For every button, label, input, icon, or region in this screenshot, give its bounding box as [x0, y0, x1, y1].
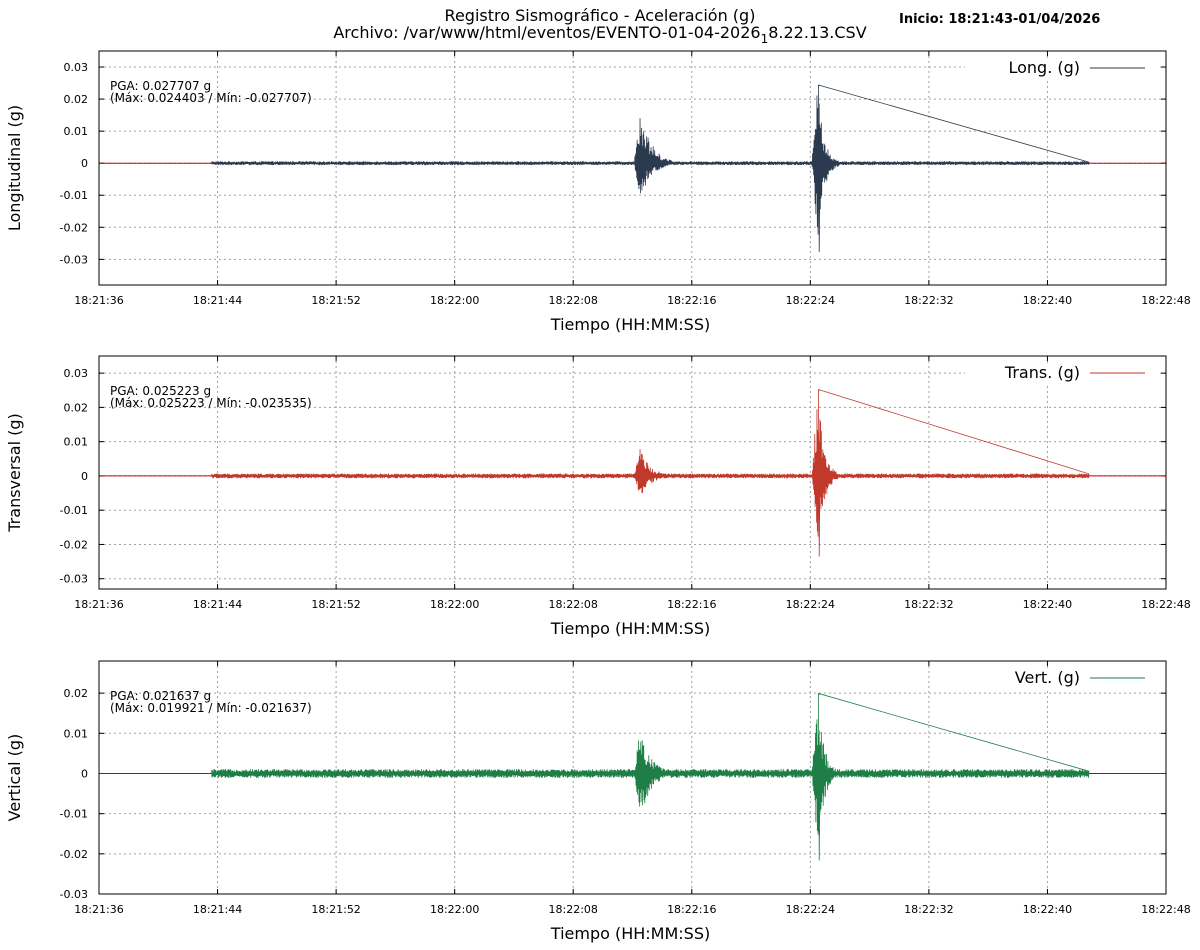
y-tick-label: 0.03: [64, 367, 89, 380]
legend-label: Trans. (g): [1004, 363, 1080, 382]
x-tick-label: 18:22:16: [667, 294, 716, 307]
x-tick-label: 18:22:24: [786, 294, 835, 307]
x-tick-label: 18:22:16: [667, 598, 716, 611]
x-axis-label: Tiempo (HH:MM:SS): [550, 924, 710, 943]
y-axis-label: Longitudinal (g): [5, 105, 24, 231]
chart-panels: 18:21:36 18:21:44 18:21:52 18:22:00 18:22:08…: [5, 50, 1191, 943]
series-line-Trans. (g): [211, 388, 1090, 557]
x-tick-label: 18:22:32: [904, 903, 953, 916]
x-axis-label: Tiempo (HH:MM:SS): [550, 315, 710, 334]
subtitle-suffix: 8.22.13.CSV: [768, 23, 866, 42]
plot-frame: [98, 50, 1167, 286]
max-min-annotation: (Máx: 0.019921 / Mín: -0.021637): [110, 701, 312, 715]
x-tick-label: 18:22:24: [786, 598, 835, 611]
x-tick-label: 18:22:00: [430, 903, 479, 916]
x-tick-label: 18:21:44: [193, 903, 242, 916]
y-axis-label: Vertical (g): [5, 734, 24, 822]
x-tick-label: 18:22:00: [430, 598, 479, 611]
chart-panel-2: 18:21:36 18:21:44 18:21:52 18:22:00 18:22:08…: [5, 355, 1191, 638]
x-tick-label: 18:21:44: [193, 598, 242, 611]
y-tick-label: 0.03: [64, 61, 89, 74]
legend-background: [965, 363, 1160, 385]
x-tick-label: 18:21:36: [74, 903, 123, 916]
x-tick-label: 18:22:16: [667, 903, 716, 916]
max-min-annotation: (Máx: 0.024403 / Mín: -0.027707): [110, 91, 312, 105]
y-tick-label: 0: [81, 767, 88, 780]
series-line-Vert. (g): [211, 692, 1090, 861]
legend-background: [965, 668, 1160, 690]
legend-background: [965, 58, 1160, 80]
x-tick-label: 18:22:40: [1023, 294, 1072, 307]
figure-title: Registro Sismográfico - Aceleración (g): [445, 6, 756, 25]
x-tick-label: 18:21:52: [311, 598, 360, 611]
legend: Vert. (g): [965, 668, 1160, 690]
y-tick-label: -0.03: [60, 253, 88, 266]
figure-subtitle: Archivo: /var/www/html/eventos/EVENTO-01…: [333, 23, 866, 46]
pga-annotation: PGA: 0.021637 g: [110, 689, 211, 703]
y-tick-label: 0: [81, 470, 88, 483]
x-tick-label: 18:22:48: [1141, 598, 1190, 611]
legend-label: Long. (g): [1008, 58, 1080, 77]
y-tick-label: -0.02: [60, 221, 88, 234]
chart-panel-3: 18:21:36 18:21:44 18:21:52 18:22:00 18:22:08…: [5, 660, 1191, 943]
y-tick-label: -0.01: [60, 808, 88, 821]
y-tick-label: -0.02: [60, 848, 88, 861]
chart-panel-1: 18:21:36 18:21:44 18:21:52 18:22:00 18:22:08…: [5, 50, 1191, 334]
x-axis-label: Tiempo (HH:MM:SS): [550, 619, 710, 638]
legend: Trans. (g): [965, 363, 1160, 385]
y-tick-label: 0.02: [64, 687, 89, 700]
y-tick-label: -0.01: [60, 504, 88, 517]
x-tick-label: 18:22:08: [549, 903, 598, 916]
legend-label: Vert. (g): [1015, 668, 1080, 687]
x-tick-label: 18:22:48: [1141, 294, 1190, 307]
max-min-annotation: (Máx: 0.025223 / Mín: -0.023535): [110, 396, 312, 410]
x-tick-label: 18:22:32: [904, 294, 953, 307]
x-tick-label: 18:21:52: [311, 294, 360, 307]
x-tick-label: 18:22:40: [1023, 903, 1072, 916]
x-tick-label: 18:21:36: [74, 294, 123, 307]
x-tick-label: 18:21:36: [74, 598, 123, 611]
x-tick-label: 18:22:48: [1141, 903, 1190, 916]
y-tick-label: 0.02: [64, 93, 89, 106]
pga-annotation: PGA: 0.025223 g: [110, 384, 211, 398]
x-tick-label: 18:22:08: [549, 294, 598, 307]
x-tick-label: 18:22:24: [786, 903, 835, 916]
series-line-Long. (g): [211, 84, 1090, 253]
y-tick-label: -0.02: [60, 538, 88, 551]
y-tick-label: -0.03: [60, 573, 88, 586]
y-axis-label: Transversal (g): [5, 413, 24, 532]
subtitle-prefix: Archivo: /var/www/html/eventos/EVENTO-01…: [333, 23, 760, 42]
x-tick-label: 18:22:08: [549, 598, 598, 611]
y-tick-label: 0: [81, 157, 88, 170]
pga-annotation: PGA: 0.027707 g: [110, 79, 211, 93]
x-tick-label: 18:22:32: [904, 598, 953, 611]
x-tick-label: 18:22:40: [1023, 598, 1072, 611]
x-tick-label: 18:21:52: [311, 903, 360, 916]
legend: Long. (g): [965, 58, 1160, 80]
subtitle-subscript: 1: [761, 32, 769, 46]
y-tick-label: 0.01: [64, 727, 89, 740]
x-tick-label: 18:21:44: [193, 294, 242, 307]
x-tick-label: 18:22:00: [430, 294, 479, 307]
y-tick-label: 0.01: [64, 436, 89, 449]
y-tick-label: -0.03: [60, 888, 88, 901]
y-tick-label: -0.01: [60, 189, 88, 202]
plot-frame: [98, 660, 1167, 895]
plot-frame: [98, 355, 1167, 590]
y-tick-label: 0.02: [64, 401, 89, 414]
start-time-label: Inicio: 18:21:43-01/04/2026: [899, 12, 1100, 27]
y-tick-label: 0.01: [64, 125, 89, 138]
